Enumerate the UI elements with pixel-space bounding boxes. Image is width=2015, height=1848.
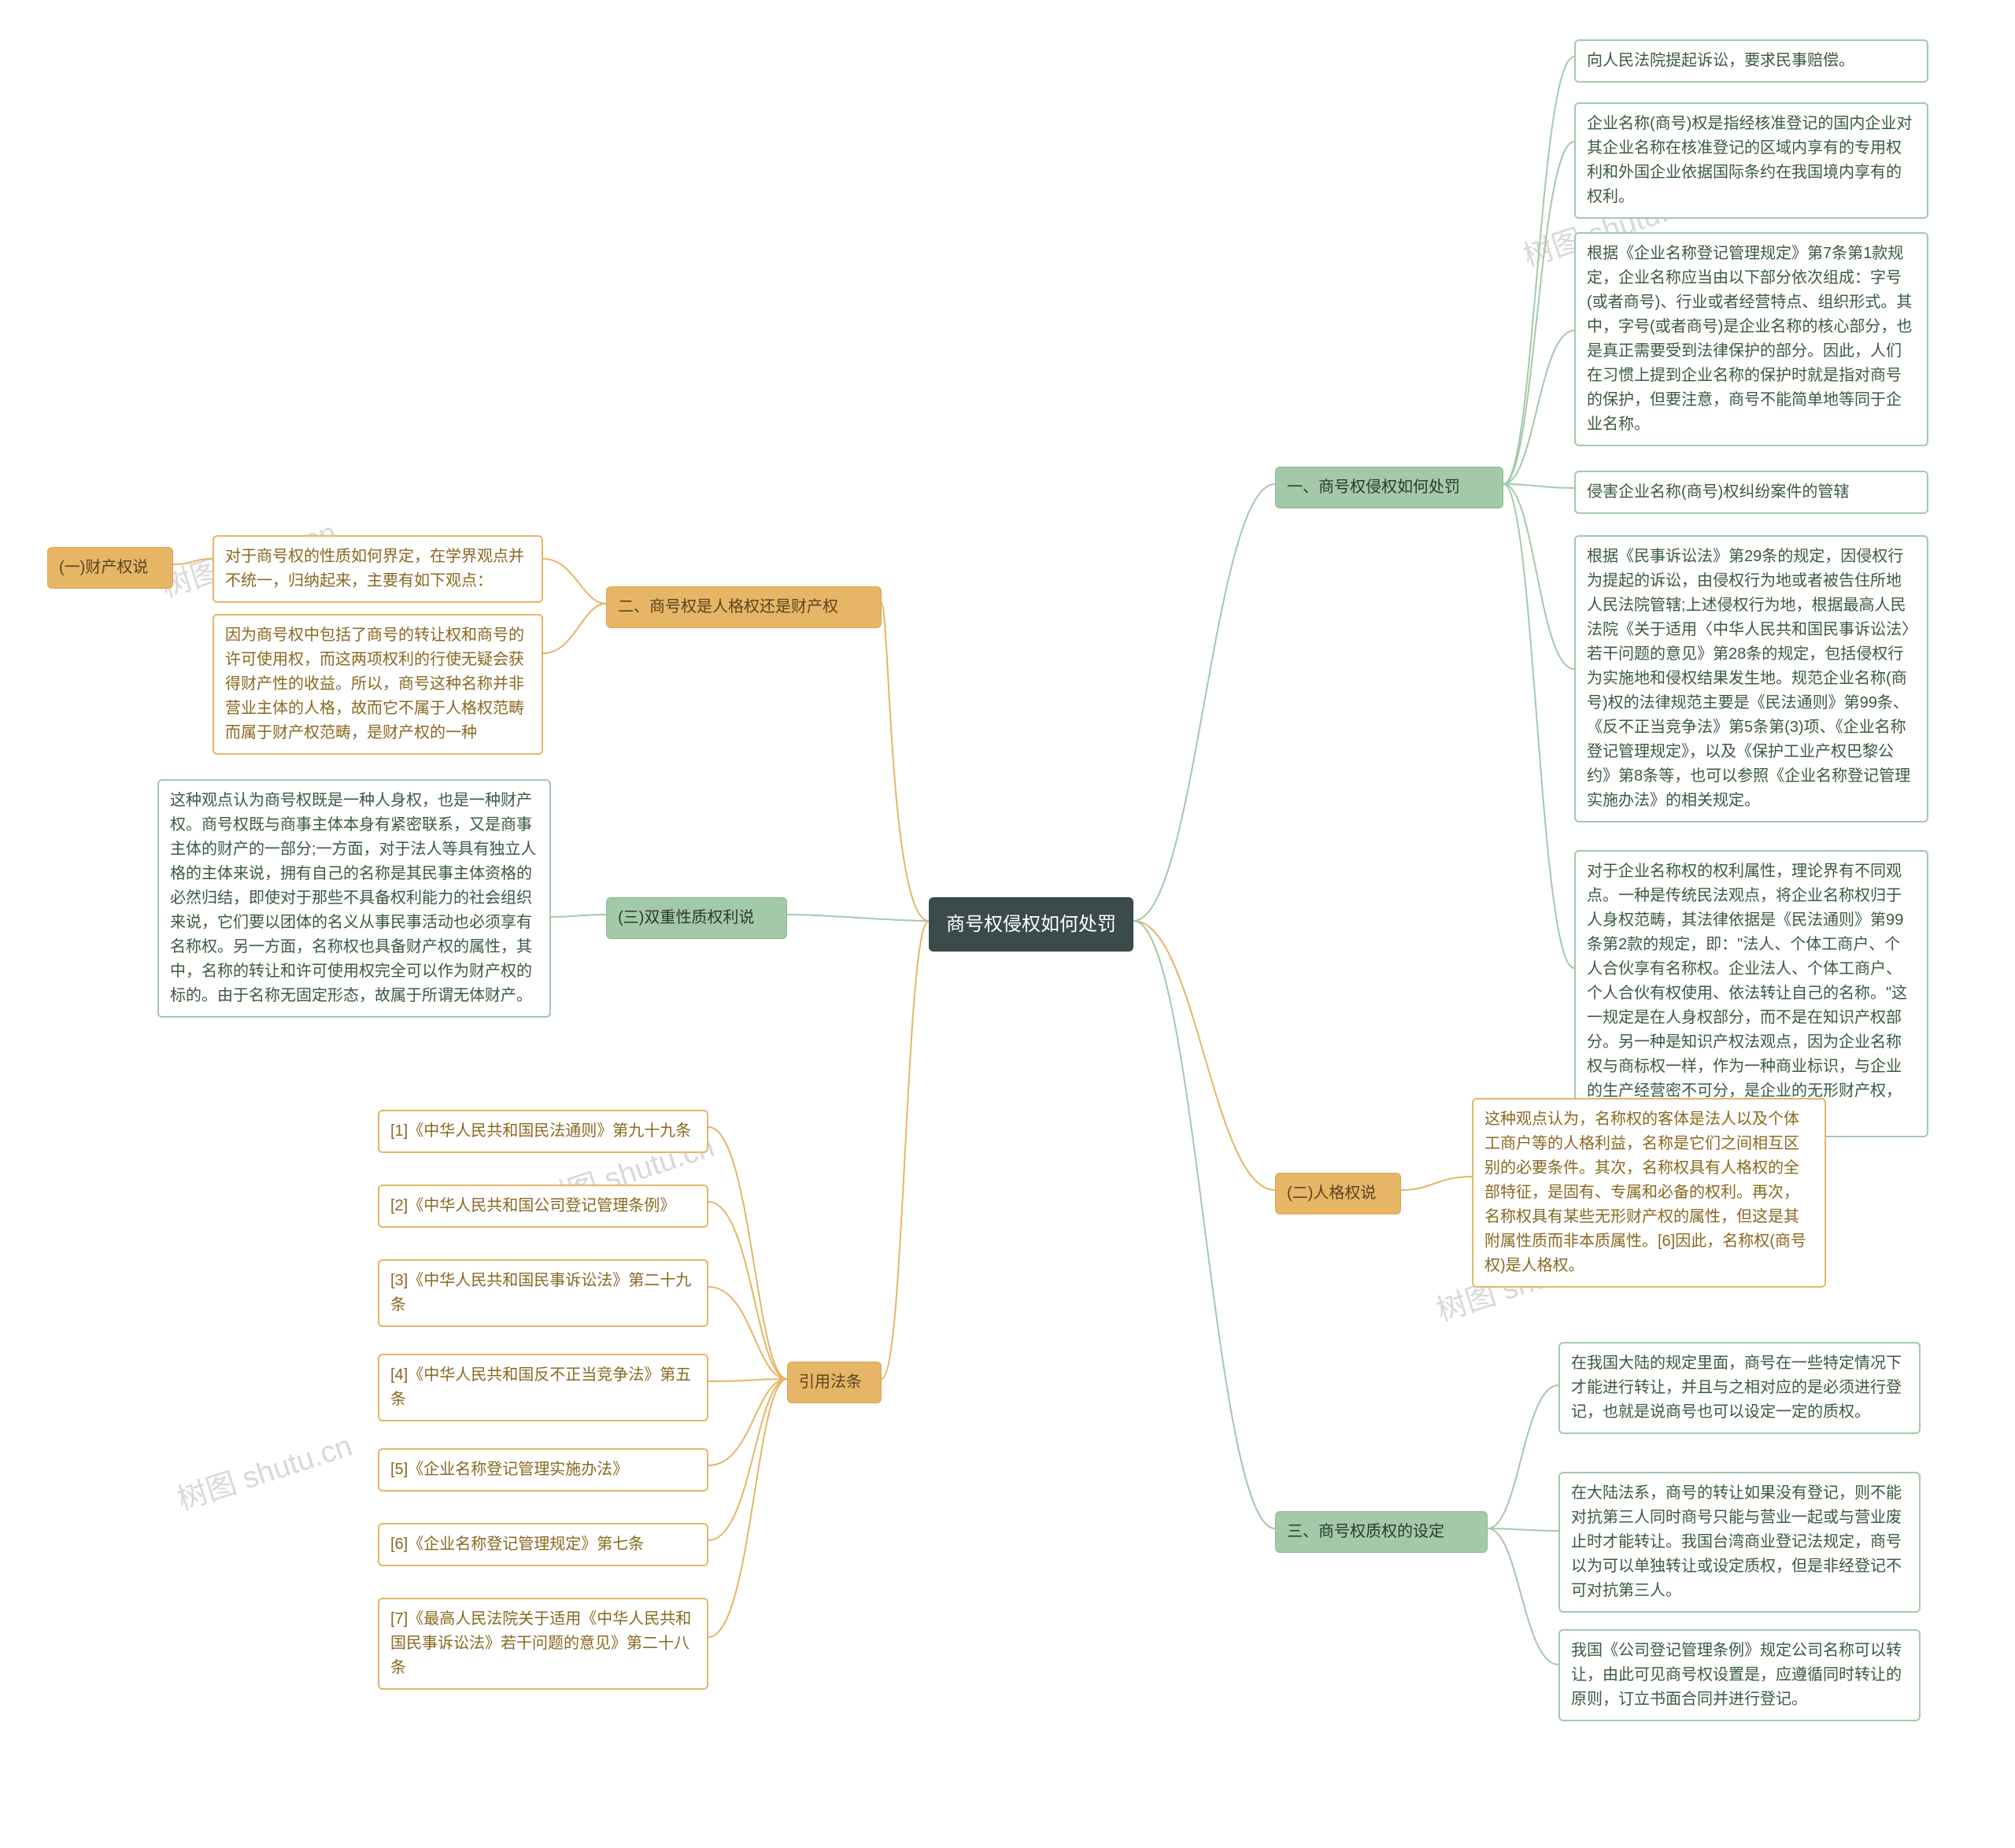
leaf-r2-1: 这种观点认为，名称权的客体是法人以及个体工商户等的人格利益，名称是它们之间相互区…	[1472, 1098, 1826, 1288]
branch-l1-sub: (一)财产权说	[47, 547, 173, 589]
leaf-l3-2: [2]《中华人民共和国公司登记管理条例》	[378, 1185, 708, 1228]
leaf-r3-2: 在大陆法系，商号的转让如果没有登记，则不能对抗第三人同时商号只能与营业一起或与营…	[1558, 1472, 1921, 1613]
leaf-l1-2: 因为商号权中包括了商号的转让权和商号的许可使用权，而这两项权利的行使无疑会获得财…	[213, 614, 543, 755]
leaf-r1-1: 向人民法院提起诉讼，要求民事赔偿。	[1574, 39, 1928, 83]
leaf-r3-1: 在我国大陆的规定里面，商号在一些特定情况下才能进行转让，并且与之相对应的是必须进…	[1558, 1342, 1921, 1434]
leaf-l2-1: 这种观点认为商号权既是一种人身权，也是一种财产权。商号权既与商事主体本身有紧密联…	[157, 779, 551, 1018]
leaf-r3-3: 我国《公司登记管理条例》规定公司名称可以转让，由此可见商号权设置是，应遵循同时转…	[1558, 1629, 1921, 1721]
branch-r3: 三、商号权质权的设定	[1275, 1511, 1488, 1553]
branch-r2: (二)人格权说	[1275, 1173, 1401, 1214]
leaf-l3-1: [1]《中华人民共和国民法通则》第九十九条	[378, 1110, 708, 1153]
leaf-r1-5: 根据《民事诉讼法》第29条的规定，因侵权行为提起的诉讼，由侵权行为地或者被告住所…	[1574, 535, 1928, 822]
leaf-r1-2: 企业名称(商号)权是指经核准登记的国内企业对其企业名称在核准登记的区域内享有的专…	[1574, 102, 1928, 219]
leaf-r1-6: 对于企业名称权的权利属性，理论界有不同观点。一种是传统民法观点，将企业名称权归于…	[1574, 850, 1928, 1137]
leaf-l3-4: [4]《中华人民共和国反不正当竞争法》第五条	[378, 1354, 708, 1421]
leaf-l1-1: 对于商号权的性质如何界定，在学界观点并不统一，归纳起来，主要有如下观点：	[213, 535, 543, 603]
branch-r1: 一、商号权侵权如何处罚	[1275, 467, 1503, 508]
root-node: 商号权侵权如何处罚	[929, 897, 1133, 952]
branch-l3: 引用法条	[787, 1362, 882, 1403]
branch-l2: (三)双重性质权利说	[606, 897, 787, 939]
leaf-r1-3: 根据《企业名称登记管理规定》第7条第1款规定，企业名称应当由以下部分依次组成：字…	[1574, 232, 1928, 446]
branch-l1: 二、商号权是人格权还是财产权	[606, 586, 882, 628]
watermark: 树图 shutu.cn	[171, 1421, 357, 1518]
leaf-r1-4: 侵害企业名称(商号)权纠纷案件的管辖	[1574, 471, 1928, 514]
leaf-l3-7: [7]《最高人民法院关于适用《中华人民共和国民事诉讼法》若干问题的意见》第二十八…	[378, 1598, 708, 1690]
leaf-l3-3: [3]《中华人民共和国民事诉讼法》第二十九条	[378, 1259, 708, 1327]
leaf-l3-5: [5]《企业名称登记管理实施办法》	[378, 1448, 708, 1491]
leaf-l3-6: [6]《企业名称登记管理规定》第七条	[378, 1523, 708, 1566]
